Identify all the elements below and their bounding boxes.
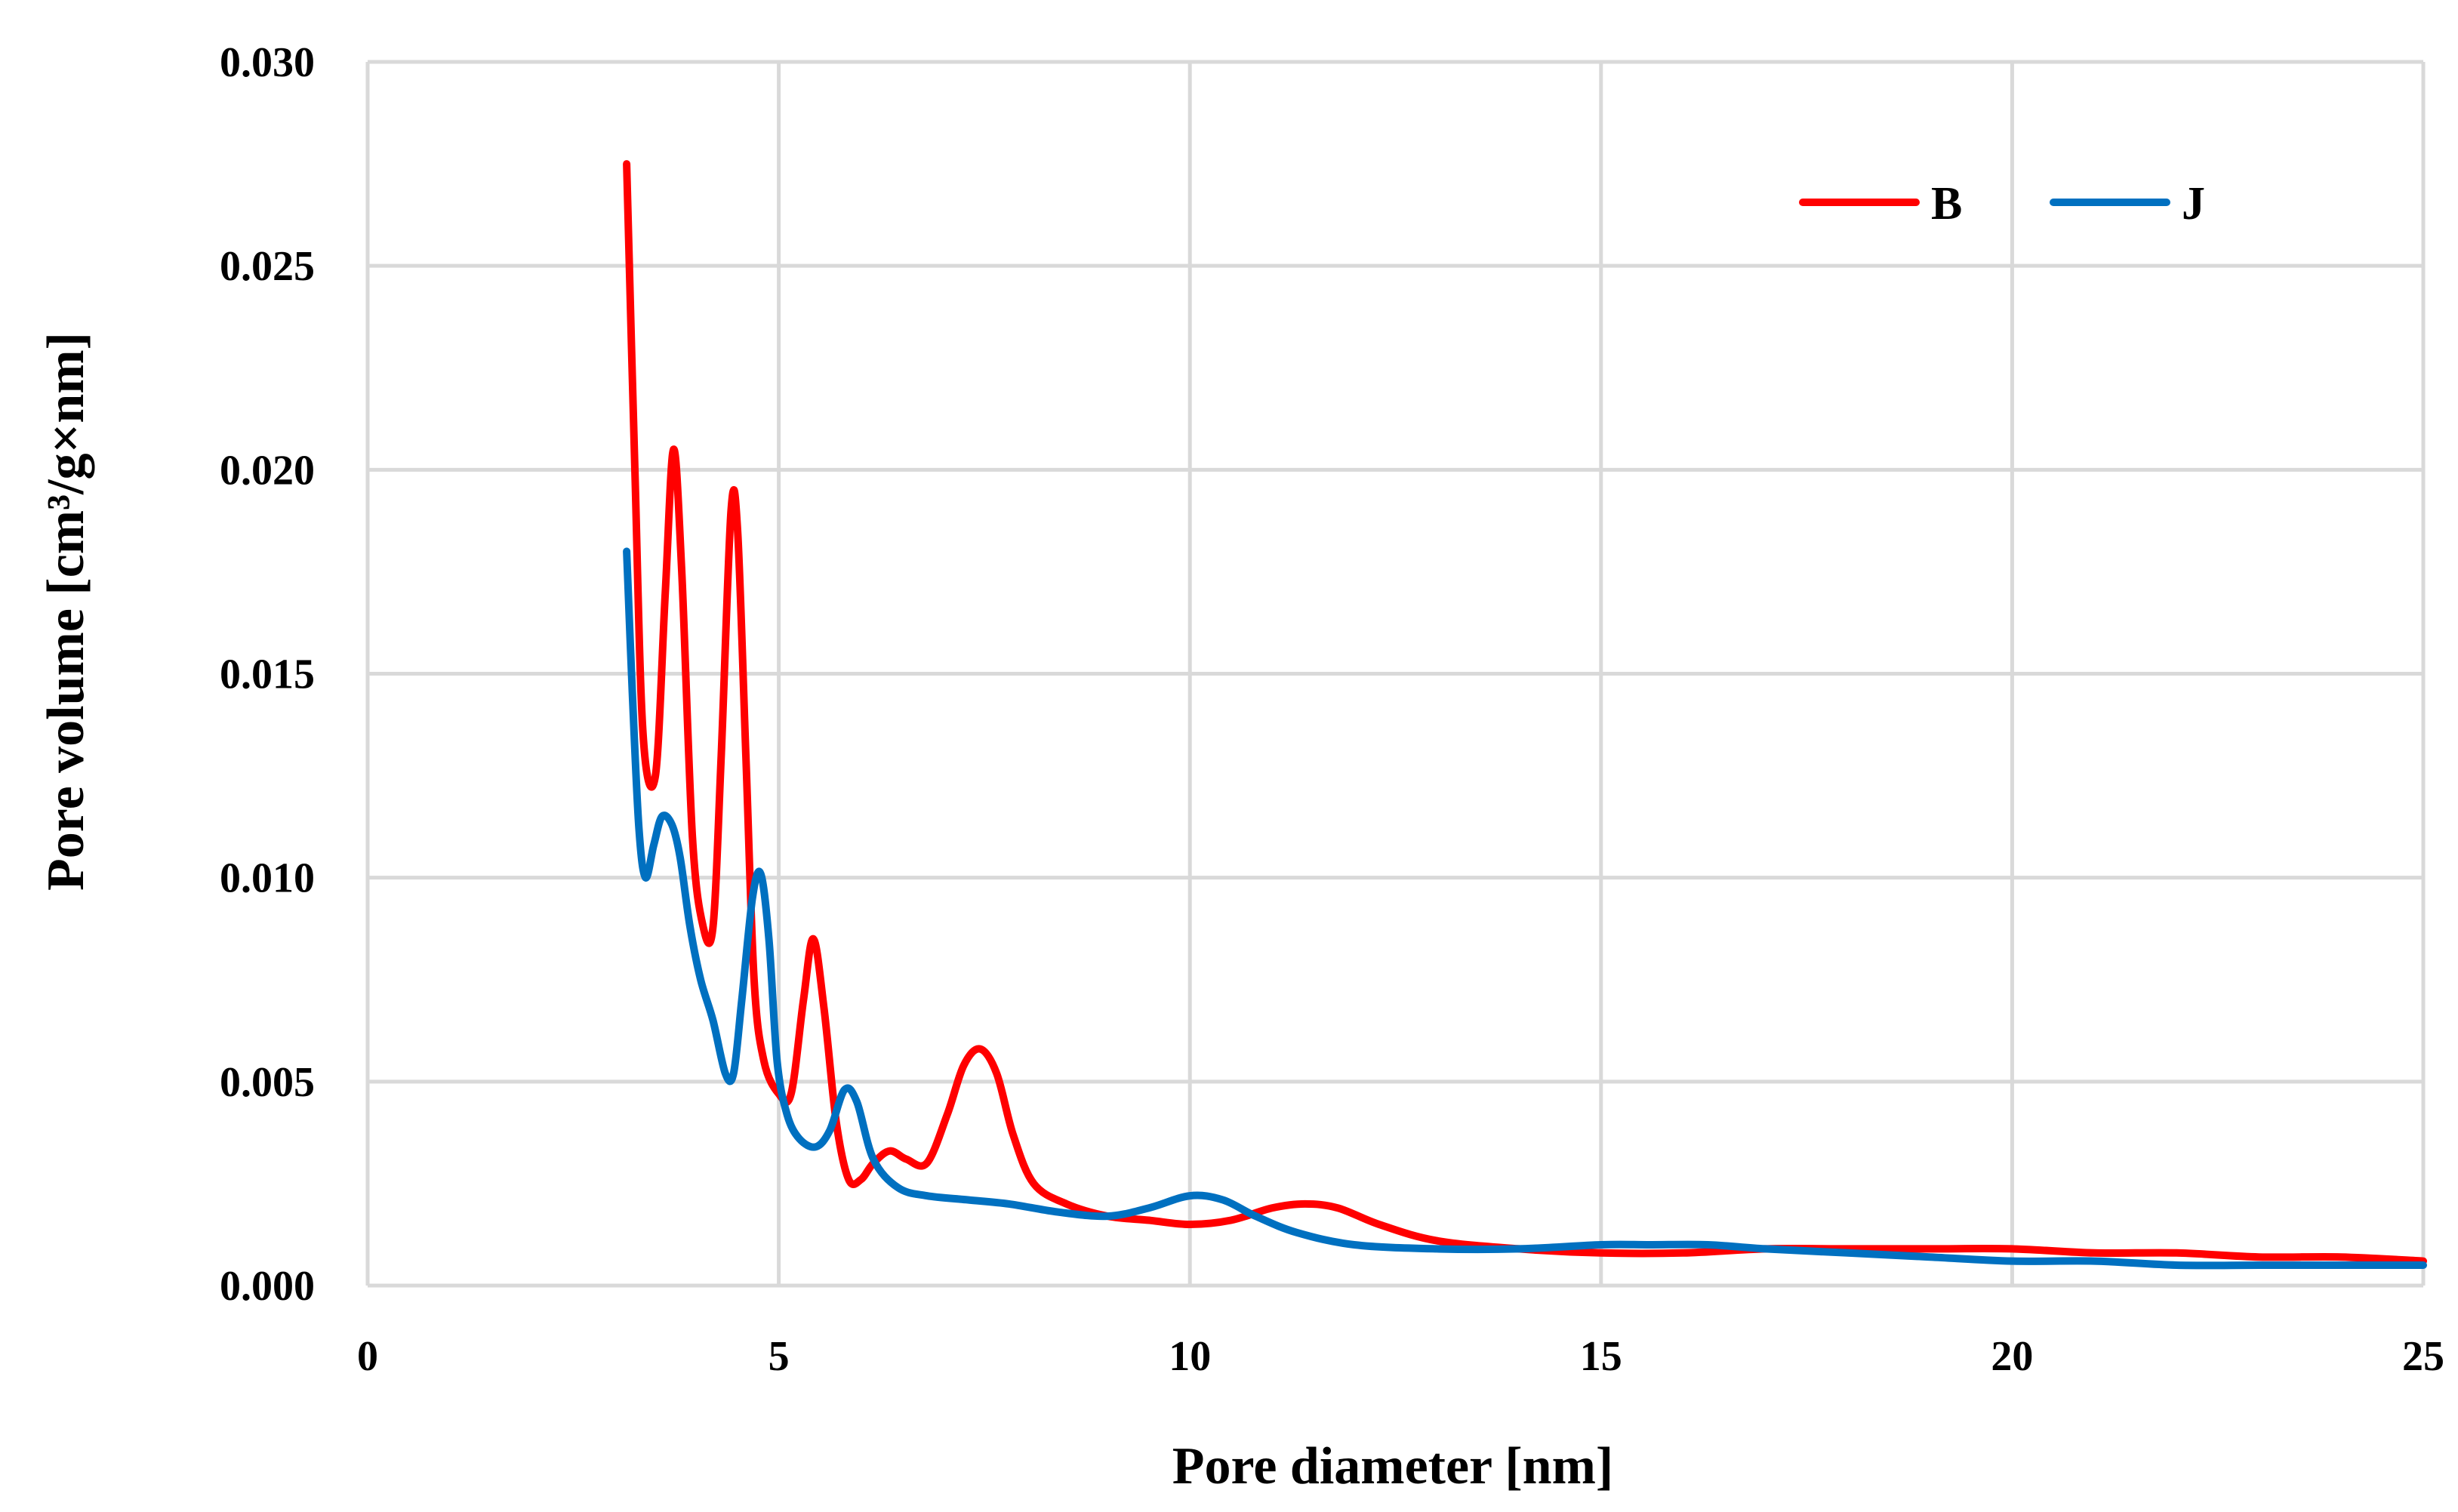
- x-tick-label: 10: [1169, 1333, 1211, 1380]
- x-tick-label: 15: [1580, 1333, 1622, 1380]
- y-tick-label: 0.010: [220, 855, 315, 902]
- grid: [365, 60, 2426, 1288]
- y-tick-label: 0.000: [220, 1263, 315, 1310]
- y-tick-label: 0.020: [220, 447, 315, 494]
- y-tick-label: 0.025: [220, 243, 315, 290]
- y-axis-ticks: 0.000 0.005 0.010 0.015 0.020 0.025 0.030: [220, 39, 315, 1310]
- x-tick-label: 25: [2402, 1333, 2444, 1380]
- y-axis-title: Pore volume [cm³/g×nm]: [37, 332, 95, 891]
- x-tick-label: 5: [769, 1333, 790, 1380]
- x-axis-ticks: 0 5 10 15 20 25: [357, 1333, 2444, 1380]
- legend-label-b: B: [1931, 178, 1962, 229]
- x-tick-label: 0: [357, 1333, 378, 1380]
- x-tick-label: 20: [1991, 1333, 2033, 1380]
- x-axis-title: Pore diameter [nm]: [1172, 1437, 1613, 1495]
- series-group: [623, 160, 2427, 1270]
- y-tick-label: 0.005: [220, 1059, 315, 1106]
- legend-label-j: J: [2182, 178, 2205, 229]
- y-tick-label: 0.030: [220, 39, 315, 86]
- y-tick-label: 0.015: [220, 651, 315, 698]
- series-line-b: [623, 160, 2427, 1265]
- series-line-j: [623, 547, 2427, 1270]
